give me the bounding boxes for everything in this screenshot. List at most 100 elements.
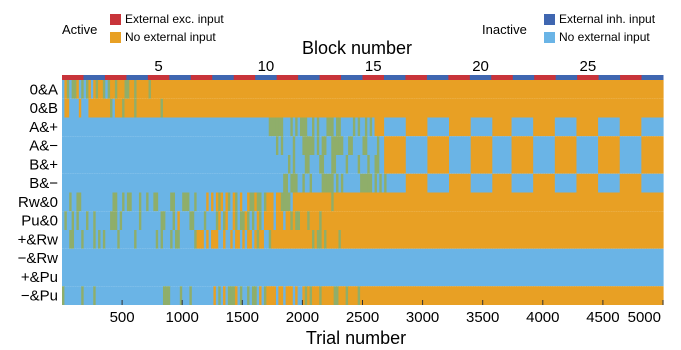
heatmap-cell xyxy=(485,98,489,118)
heatmap-cell xyxy=(160,192,164,212)
heatmap-cell xyxy=(174,98,178,118)
heatmap-cell xyxy=(259,286,263,305)
heatmap-cell xyxy=(605,98,609,118)
heatmap-cell xyxy=(278,286,282,305)
heatmap-cell xyxy=(588,192,592,212)
heatmap-cell xyxy=(256,267,260,287)
heatmap-cell xyxy=(646,136,650,155)
heatmap-cell xyxy=(569,98,573,118)
heatmap-cell xyxy=(660,173,664,193)
heatmap-cell xyxy=(542,136,546,155)
heatmap-cell xyxy=(364,80,368,99)
row-label: B&− xyxy=(29,175,58,192)
heatmap-cell xyxy=(417,173,421,193)
heatmap-cell xyxy=(492,230,496,249)
heatmap-cell xyxy=(74,192,78,212)
heatmap-cell xyxy=(444,286,448,305)
heatmap-cell xyxy=(648,230,652,249)
heatmap-cell xyxy=(444,248,448,268)
heatmap-cell xyxy=(110,173,114,193)
heatmap-cell xyxy=(76,286,80,305)
heatmap-cell xyxy=(321,98,325,118)
heatmap-cell xyxy=(285,155,289,174)
heatmap-cell xyxy=(203,98,207,118)
heatmap-cell xyxy=(473,136,477,155)
heatmap-cell xyxy=(223,286,227,305)
heatmap-cell xyxy=(542,117,546,137)
heatmap-cell xyxy=(261,267,265,287)
heatmap-cell xyxy=(90,211,94,230)
heatmap-cell xyxy=(388,173,392,193)
heatmap-cell xyxy=(333,173,337,193)
heatmap-cell xyxy=(574,230,578,249)
heatmap-cell xyxy=(410,192,414,212)
heatmap-cell xyxy=(559,286,563,305)
heatmap-cell xyxy=(360,155,364,174)
heatmap-cell xyxy=(158,286,162,305)
heatmap-cell xyxy=(239,155,243,174)
heatmap-cell xyxy=(295,211,299,230)
heatmap-cell xyxy=(167,286,171,305)
heatmap-cell xyxy=(405,267,409,287)
heatmap-cell xyxy=(134,230,138,249)
heatmap-cell xyxy=(162,211,166,230)
heatmap-cell xyxy=(348,211,352,230)
heatmap-cell xyxy=(69,155,73,174)
row-labels: 0&A0&BA&+A&−B&+B&−Rw&0Pu&0+&Rw−&Rw+&Pu−&… xyxy=(18,81,59,304)
heatmap-cell xyxy=(273,80,277,99)
heatmap-cell xyxy=(148,230,152,249)
heatmap-cell xyxy=(256,173,260,193)
heatmap-cell xyxy=(266,248,270,268)
heatmap-cell xyxy=(547,173,551,193)
heatmap-cell xyxy=(309,248,313,268)
heatmap-cell xyxy=(326,192,330,212)
heatmap-cell xyxy=(290,117,294,137)
heatmap-cell xyxy=(569,192,573,212)
heatmap-cell xyxy=(93,173,97,193)
heatmap-cell xyxy=(302,136,306,155)
heatmap-cell xyxy=(499,98,503,118)
heatmap-cell xyxy=(309,192,313,212)
heatmap-cell xyxy=(230,98,234,118)
heatmap-cell xyxy=(251,286,255,305)
heatmap-cell xyxy=(340,117,344,137)
heatmap-cell xyxy=(653,192,657,212)
heatmap-cell xyxy=(355,211,359,230)
heatmap-cell xyxy=(314,286,318,305)
heatmap-cell xyxy=(232,248,236,268)
heatmap-cell xyxy=(191,155,195,174)
heatmap-cell xyxy=(143,211,147,230)
heatmap-cell xyxy=(434,117,438,137)
heatmap-cell xyxy=(249,211,253,230)
heatmap-cell xyxy=(602,211,606,230)
heatmap-cell xyxy=(343,211,347,230)
heatmap-cell xyxy=(535,117,539,137)
heatmap-cell xyxy=(364,211,368,230)
heatmap-cell xyxy=(646,211,650,230)
heatmap-cell xyxy=(119,117,123,137)
heatmap-cell xyxy=(641,192,645,212)
heatmap-cell xyxy=(220,80,224,99)
heatmap-cell xyxy=(76,173,80,193)
heatmap-cell xyxy=(600,155,604,174)
heatmap-cell xyxy=(372,286,376,305)
heatmap-cell xyxy=(153,230,157,249)
block-indicator-segment xyxy=(491,75,514,80)
heatmap-cell xyxy=(626,230,630,249)
heatmap-cell xyxy=(552,248,556,268)
heatmap-cell xyxy=(167,136,171,155)
heatmap-cell xyxy=(376,211,380,230)
heatmap-cell xyxy=(458,211,462,230)
heatmap-cell xyxy=(554,80,558,99)
heatmap-cell xyxy=(537,98,541,118)
heatmap-cell xyxy=(326,267,330,287)
heatmap-cell xyxy=(352,248,356,268)
heatmap-cell xyxy=(182,98,186,118)
heatmap-cell xyxy=(232,173,236,193)
heatmap-cell xyxy=(374,267,378,287)
heatmap-cell xyxy=(410,80,414,99)
heatmap-cell xyxy=(456,117,460,137)
heatmap-cell xyxy=(247,267,251,287)
heatmap-cell xyxy=(501,286,505,305)
heatmap-cell xyxy=(593,248,597,268)
